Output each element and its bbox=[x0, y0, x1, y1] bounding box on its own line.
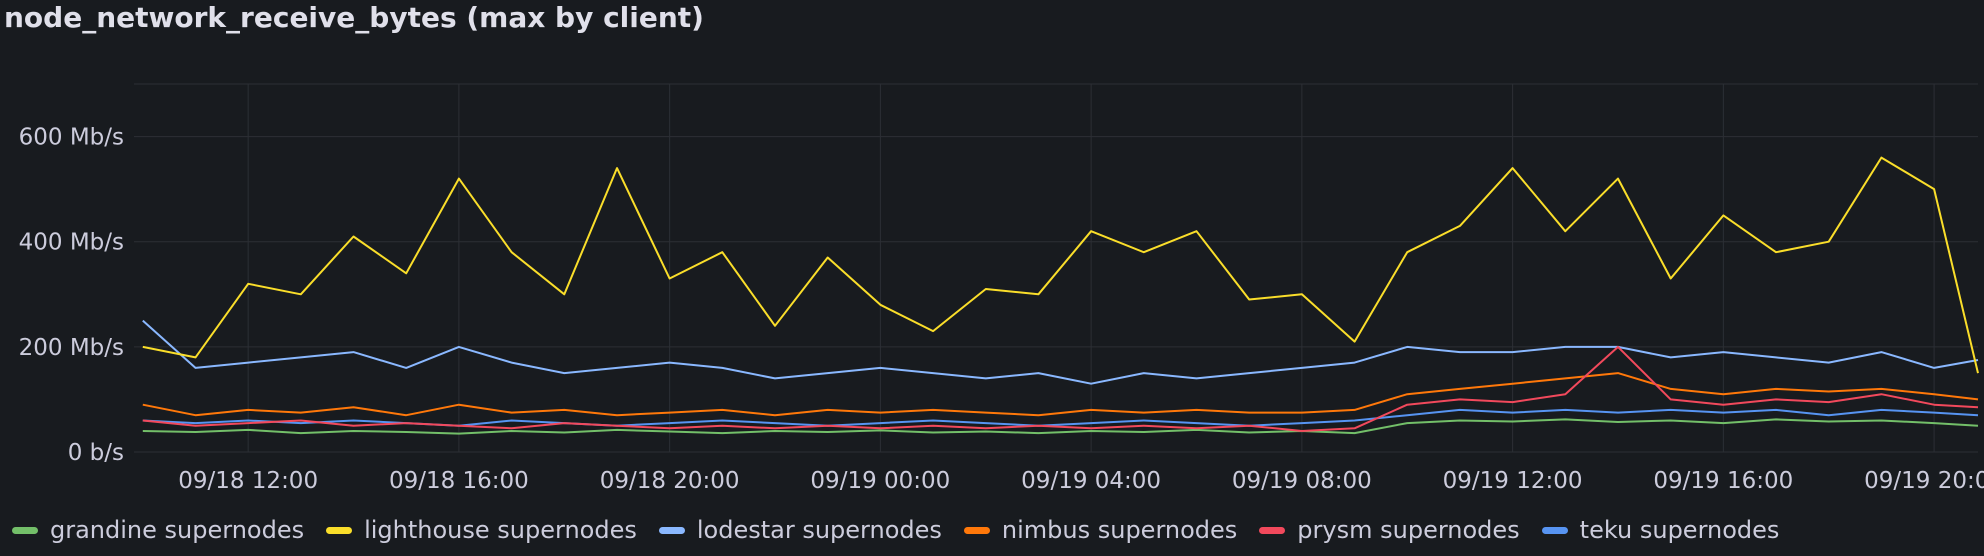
legend-label: lighthouse supernodes bbox=[364, 516, 637, 544]
x-tick-label: 09/19 00:00 bbox=[810, 468, 950, 494]
legend-item-nimbus[interactable]: nimbus supernodes bbox=[963, 516, 1238, 544]
legend-label: prysm supernodes bbox=[1297, 516, 1520, 544]
y-tick-label: 200 Mb/s bbox=[19, 335, 124, 361]
legend-swatch-icon bbox=[658, 526, 685, 534]
panel-title: node_network_receive_bytes (max by clien… bbox=[4, 1, 704, 34]
legend-item-grandine[interactable]: grandine supernodes bbox=[12, 516, 304, 544]
x-tick-label: 09/18 12:00 bbox=[178, 468, 318, 494]
x-tick-label: 09/19 12:00 bbox=[1443, 468, 1583, 494]
series-line-lighthouse[interactable] bbox=[142, 156, 1979, 374]
grid-lines bbox=[134, 83, 1978, 453]
x-tick-label: 09/19 04:00 bbox=[1021, 468, 1161, 494]
x-tick-label: 09/19 16:00 bbox=[1653, 468, 1793, 494]
legend-item-prysm[interactable]: prysm supernodes bbox=[1259, 516, 1520, 544]
series-line-nimbus[interactable] bbox=[142, 372, 1979, 417]
series-line-prysm[interactable] bbox=[142, 345, 1979, 432]
x-tick-label: 09/19 08:00 bbox=[1232, 468, 1372, 494]
time-series-chart[interactable]: 0 b/s 200 Mb/s 400 Mb/s 600 Mb/s 09/18 12:00… bbox=[0, 0, 1984, 510]
x-tick-label: 09/18 20:00 bbox=[600, 468, 740, 494]
axis-labels: 0 b/s 200 Mb/s 400 Mb/s 600 Mb/s 09/18 12:00… bbox=[19, 125, 1984, 494]
series-line-lodestar[interactable] bbox=[142, 319, 1979, 385]
x-tick-label: 09/19 20:00 bbox=[1864, 468, 1984, 494]
legend-swatch-icon bbox=[326, 526, 353, 534]
series-line-grandine[interactable] bbox=[142, 418, 1979, 435]
legend-swatch-icon bbox=[963, 526, 990, 534]
legend-label: grandine supernodes bbox=[50, 516, 305, 544]
y-tick-label: 0 b/s bbox=[68, 440, 124, 466]
legend-item-lodestar[interactable]: lodestar supernodes bbox=[658, 516, 942, 544]
legend-item-teku[interactable]: teku supernodes bbox=[1541, 516, 1780, 544]
y-tick-label: 600 Mb/s bbox=[19, 125, 124, 151]
legend-item-lighthouse[interactable]: lighthouse supernodes bbox=[326, 516, 637, 544]
legend-label: nimbus supernodes bbox=[1001, 516, 1238, 544]
legend-swatch-icon bbox=[1259, 526, 1286, 534]
y-tick-label: 400 Mb/s bbox=[19, 230, 124, 256]
series-lines bbox=[142, 156, 1979, 435]
x-tick-label: 09/18 16:00 bbox=[389, 468, 529, 494]
legend-swatch-icon bbox=[12, 526, 38, 534]
legend-label: teku supernodes bbox=[1579, 516, 1780, 544]
legend-swatch-icon bbox=[1541, 526, 1568, 534]
legend: grandine supernodes lighthouse supernodes… bbox=[12, 510, 1779, 550]
legend-label: lodestar supernodes bbox=[696, 516, 942, 544]
